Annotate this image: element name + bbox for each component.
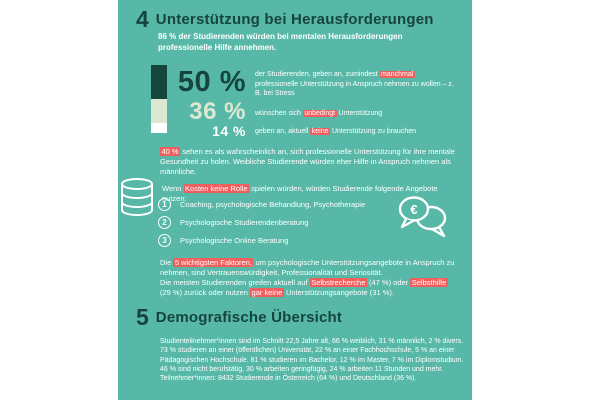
text-segment: Unterstützung zu brauchen (330, 128, 416, 135)
text-segment: geben an, aktuell (255, 128, 311, 135)
text-segment: wünschen sich (255, 110, 303, 117)
highlighted-text: 5 wichtigsten Faktoren, (173, 258, 254, 267)
text-segment: sehen es als wahrscheinlich an, sich pro… (160, 147, 455, 176)
text-segment: (47 %) oder (366, 278, 411, 287)
offer-label-3: Psychologische Online Beratung (180, 236, 289, 245)
text-segment: der Studierenden, geben an, zumindest (255, 71, 380, 78)
section5-number: 5 (136, 304, 149, 330)
highlighted-text: 40 % (160, 147, 181, 156)
text-segment: (29 %) zurück oder nutzen (160, 288, 251, 297)
bar-segment-unbedingt (151, 99, 167, 124)
stat-value-50: 50 % (177, 66, 246, 98)
offer-label-1: Coaching, psychologische Behandlung, Psy… (180, 200, 366, 209)
paragraph-factors: Die 5 wichtigsten Faktoren, um psycholog… (160, 258, 460, 298)
offer-item-3: 3 Psychologische Online Beratung (158, 234, 288, 247)
text-segment: um psychologische Unterstützungsangebote… (160, 258, 455, 277)
section4-title: Unterstützung bei Herausforderungen (155, 11, 434, 28)
section4-subtitle: 86 % der Studierenden würden bei mentale… (158, 32, 403, 52)
highlighted-text: keine (310, 128, 330, 135)
bar-segment-manchmal (151, 65, 167, 99)
section5-header: 5 Demografische Übersicht (136, 306, 342, 329)
speech-bubbles-euro-icon: € (394, 192, 452, 247)
section4-number: 4 (136, 6, 149, 32)
section5-title: Demografische Übersicht (155, 309, 343, 326)
text-segment: spielen würden, würden Studierende folge… (162, 184, 438, 203)
offer-number-badge-2: 2 (158, 216, 171, 229)
paragraph-probability: 40 % sehen es als wahrscheinlich an, sic… (160, 147, 456, 177)
text-segment: Unterstützungsangebote (31 %). (283, 288, 394, 297)
text-segment: Unterstützung (336, 110, 383, 117)
coins-stack-icon (118, 176, 158, 223)
stat-desc-14: geben an, aktuell keine Unterstützung zu… (255, 127, 455, 137)
infographic-panel: 4 Unterstützung bei Herausforderungen 86… (118, 0, 472, 400)
stat-value-36: 36 % (189, 98, 246, 125)
section4-header: 4 Unterstützung bei Herausforderungen (136, 8, 434, 31)
highlighted-text: gar keine (250, 288, 284, 297)
text-segment: Die meisten Studierenden greifen aktuell… (160, 278, 310, 287)
stat-desc-36: wünschen sich unbedingt Unterstützung (255, 109, 455, 119)
offer-label-2: Psychologische Studierendenberatung (180, 218, 309, 227)
text-segment: Die (160, 258, 174, 267)
highlighted-text: unbedingt (302, 110, 337, 117)
highlighted-text: Kosten keine Rolle (183, 184, 250, 193)
euro-symbol: € (410, 202, 417, 217)
offer-item-2: 2 Psychologische Studierendenberatung (158, 216, 308, 229)
highlighted-text: Selbsthilfe (410, 278, 448, 287)
highlighted-text: Selbstrecherche (309, 278, 367, 287)
offer-item-1: 1 Coaching, psychologische Behandlung, P… (158, 198, 365, 211)
offer-number-badge-3: 3 (158, 234, 171, 247)
text-segment: professionelle Unterstützung in Anspruch… (255, 80, 454, 98)
stat-desc-50: der Studierenden, geben an, zumindest ma… (255, 70, 455, 99)
paragraph-costs: Wenn Kosten keine Rolle spielen würden, … (162, 184, 458, 204)
text-segment: Wenn (162, 184, 184, 193)
paragraph-demographics: Studienteilnehmer*innen sind im Schnitt … (160, 338, 464, 383)
stacked-bar-chart (151, 65, 167, 133)
highlighted-text: manchmal (379, 71, 415, 78)
stat-value-14: 14 % (212, 123, 246, 139)
bar-segment-keine (151, 123, 167, 133)
offer-number-badge-1: 1 (158, 198, 171, 211)
